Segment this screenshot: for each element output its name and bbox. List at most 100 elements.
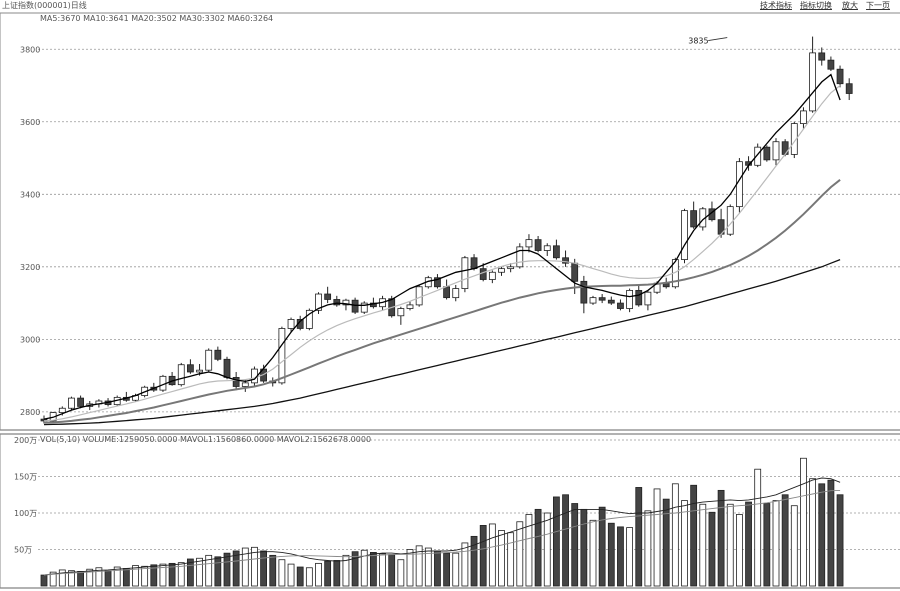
volume-bar — [516, 521, 524, 587]
volume-gridlines — [38, 439, 900, 550]
candle-up — [726, 206, 734, 235]
candle-up — [287, 319, 295, 329]
peak-annotation: 3835 — [688, 37, 728, 46]
candle-down — [232, 377, 240, 387]
candle-down — [562, 257, 569, 264]
price-tick-label: 3400 — [20, 190, 40, 199]
candle-up — [415, 286, 423, 306]
price-tick-label: 3600 — [20, 118, 40, 127]
volume-bar — [269, 554, 277, 587]
candle-up — [68, 397, 75, 409]
price-axis-labels: 2800 3000 3200 3400 3600 3800 — [20, 45, 40, 417]
toolbar-zoom-button[interactable]: 放大 — [842, 1, 858, 10]
candlestick-series — [40, 36, 853, 424]
candle-up — [507, 266, 515, 270]
volume-indicator-readout: VOL(5,10) VOLUME:1259050.0000 MAVOL1:156… — [40, 435, 372, 444]
annotation-label: 3835 — [688, 37, 708, 46]
mavol1-line — [43, 477, 841, 576]
volume-bar — [49, 571, 57, 587]
candle-up — [196, 369, 203, 373]
volume-tick-label: 100万 — [14, 509, 37, 518]
candle-up — [516, 246, 524, 268]
candle-up — [58, 407, 66, 413]
volume-tick-label: 200万 — [14, 436, 37, 445]
candle-up — [342, 299, 350, 306]
volume-bar — [351, 551, 359, 587]
volume-bar — [397, 559, 405, 587]
volume-bar — [708, 511, 716, 587]
volume-bar — [205, 554, 213, 587]
volume-bar — [827, 479, 835, 587]
volume-bar — [86, 568, 94, 587]
candle-down — [836, 68, 844, 85]
volume-bar — [818, 483, 826, 587]
ma10-line — [43, 85, 841, 422]
volume-bar — [369, 552, 377, 587]
volume-bar — [681, 500, 688, 587]
candle-up — [397, 308, 405, 317]
mavol2-line — [43, 489, 841, 576]
candle-down — [617, 302, 624, 309]
volume-average-lines — [43, 477, 841, 576]
candle-down — [351, 299, 359, 313]
volume-bar — [315, 562, 322, 587]
toolbar-next-button[interactable]: 下一页 — [866, 1, 890, 10]
volume-bar — [543, 512, 551, 587]
volume-bar — [177, 562, 185, 587]
volume-bar — [662, 498, 670, 587]
volume-bar — [461, 542, 469, 587]
volume-bar — [434, 550, 441, 587]
volume-bar — [726, 503, 734, 587]
toolbar-switch-button[interactable]: 指标切换 — [800, 1, 832, 10]
candle-down — [479, 268, 487, 280]
price-tick-label: 2800 — [20, 408, 40, 417]
candle-up — [488, 271, 496, 280]
ma30-line — [43, 258, 841, 426]
volume-bar — [754, 468, 762, 587]
volume-bar — [113, 566, 121, 587]
volume-bar — [836, 494, 844, 587]
volume-bar — [607, 522, 615, 587]
volume-bar — [214, 556, 222, 587]
price-tick-label: 3200 — [20, 263, 40, 272]
volume-bar — [580, 508, 588, 587]
volume-bar — [424, 547, 432, 587]
candle-down — [571, 262, 579, 282]
volume-bar — [296, 566, 304, 587]
candle-up — [754, 146, 762, 166]
volume-bar — [452, 552, 460, 587]
volume-bar — [699, 503, 707, 587]
candle-down — [434, 277, 441, 288]
candle-down — [186, 364, 194, 373]
candle-up — [790, 123, 798, 155]
toolbar-tech-button[interactable]: 技术指标 — [760, 1, 792, 10]
volume-bar — [443, 552, 451, 587]
candle-up — [278, 328, 286, 384]
volume-bar — [132, 565, 139, 587]
volume-bar — [251, 546, 258, 587]
candle-down — [443, 286, 451, 299]
volume-bar — [781, 494, 789, 587]
chart-title: 上证指数(000001)日线 — [2, 1, 87, 10]
volume-bar — [736, 514, 743, 587]
volume-bar — [168, 562, 176, 587]
volume-bar — [379, 553, 386, 587]
candle-up — [809, 52, 816, 112]
volume-bar — [406, 549, 414, 587]
volume-bar — [525, 514, 533, 587]
volume-bar — [232, 550, 240, 587]
candle-down — [827, 59, 835, 70]
volume-bar — [644, 510, 652, 587]
volume-bar — [470, 535, 478, 587]
candle-up — [205, 349, 213, 371]
candle-down — [690, 210, 698, 228]
candle-up — [452, 288, 460, 299]
volume-bar — [553, 496, 560, 587]
candle-down — [40, 418, 48, 422]
volume-bar — [571, 503, 579, 587]
volume-bar — [260, 550, 268, 587]
candle-down — [598, 297, 606, 301]
price-panel-frame — [0, 12, 900, 431]
volume-bar — [598, 506, 606, 587]
